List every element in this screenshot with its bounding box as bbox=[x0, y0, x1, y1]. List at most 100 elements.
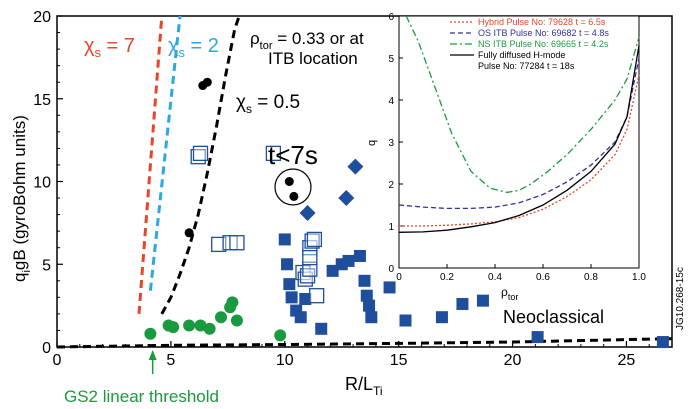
model-line-3 bbox=[56, 337, 673, 349]
gs2-threshold-marker bbox=[148, 350, 157, 374]
blue-square-point bbox=[315, 322, 328, 335]
blue-square-point bbox=[326, 264, 339, 277]
y-axis-label: qigB (gyroBohm units) bbox=[10, 115, 33, 282]
model-line-2 bbox=[160, 15, 241, 315]
inset-x-tick-label: 0.8 bbox=[584, 272, 598, 283]
inset-y-axis-label: q bbox=[366, 140, 378, 146]
y-tick-label: 20 bbox=[33, 9, 51, 26]
blue-open-square-point bbox=[229, 235, 245, 251]
x-tick-label: 10 bbox=[276, 352, 294, 369]
blue-square-point bbox=[456, 297, 469, 310]
legend-entry: NS ITB Pulse No: 69665 t = 4.2s bbox=[478, 39, 609, 49]
x-tick-label: 5 bbox=[166, 352, 175, 369]
rho-tor-label: ρtor = 0.33 or at bbox=[250, 29, 364, 52]
blue-diamond-point bbox=[338, 190, 355, 207]
t-lt-7s-label: t<7s bbox=[268, 140, 318, 170]
chi-05-rest: = 0.5 bbox=[252, 92, 300, 113]
legend-entry-line2: Pulse No: 77284 t = 18s bbox=[478, 61, 575, 71]
blue-open-square-point bbox=[304, 233, 320, 249]
model-line-1 bbox=[148, 15, 182, 291]
main-data-points bbox=[144, 77, 669, 349]
chi-7-label: χs = 7 bbox=[84, 35, 135, 60]
blue-square-point bbox=[342, 254, 355, 267]
blue-square-point bbox=[656, 336, 669, 349]
blue-square-point bbox=[435, 311, 448, 324]
blue-square-point bbox=[358, 274, 371, 287]
blue-open-square-point bbox=[309, 288, 325, 304]
blue-square-point bbox=[278, 233, 291, 246]
inset-q-profile-2 bbox=[405, 15, 640, 194]
green-circle-point bbox=[167, 321, 180, 334]
blue-open-square-point bbox=[302, 261, 318, 277]
x-tick-label: 15 bbox=[390, 352, 408, 369]
legend-entry: Fully diffused H-mode bbox=[478, 50, 565, 60]
blue-square-point bbox=[476, 294, 489, 307]
inset-y-tick-label: 5 bbox=[388, 54, 394, 65]
inset-q-profile-1 bbox=[398, 57, 640, 210]
blue-open-square-point bbox=[265, 145, 282, 162]
blue-square-point bbox=[383, 281, 396, 294]
x-axis-label-main: R/L bbox=[345, 374, 373, 394]
blue-square-point bbox=[531, 331, 544, 344]
inset-x-axis-label: ρtor bbox=[501, 285, 518, 302]
green-circle-point bbox=[226, 296, 239, 309]
green-circle-point bbox=[183, 319, 196, 332]
inset-x-axis-label-sub: tor bbox=[508, 292, 519, 302]
y-axis-label-sub: i bbox=[21, 270, 33, 272]
blue-square-point bbox=[399, 314, 412, 327]
inset-x-tick-label: 0.6 bbox=[536, 272, 550, 283]
blue-square-point bbox=[365, 311, 378, 324]
inset-background bbox=[399, 16, 639, 268]
chi-2-rest: = 2 bbox=[185, 35, 219, 57]
y-tick-label: 5 bbox=[42, 257, 51, 274]
blue-square-point bbox=[360, 289, 373, 302]
green-circle-point bbox=[194, 319, 207, 332]
blue-square-point bbox=[299, 293, 312, 306]
t-lt-7s-ring bbox=[274, 168, 312, 206]
blue-square-point bbox=[363, 299, 376, 312]
black-circle-point bbox=[284, 177, 294, 186]
y-axis-label-rest: gB (gyroBohm units) bbox=[10, 115, 29, 270]
blue-open-square-point bbox=[211, 236, 227, 253]
x-axis-label-sub: Ti bbox=[373, 384, 383, 398]
main-model-lines bbox=[56, 15, 673, 349]
chi-7-rest: = 7 bbox=[101, 35, 135, 57]
rho-rest: = 0.33 or at bbox=[273, 29, 364, 48]
blue-diamond-point bbox=[347, 158, 364, 175]
inset-y-tick-label: 1 bbox=[388, 222, 394, 233]
neoclassical-label: Neoclassical bbox=[503, 307, 604, 327]
blue-open-square-point bbox=[306, 231, 323, 248]
blue-diamond-point bbox=[299, 204, 316, 221]
rho-sub: tor bbox=[260, 40, 273, 52]
green-circle-point bbox=[215, 311, 227, 324]
y-tick-label: 0 bbox=[42, 340, 51, 357]
x-axis-label: R/LTi bbox=[345, 374, 383, 398]
figure-id-label: JG10.268-15c bbox=[675, 267, 686, 330]
inset-x-tick-label: 0 bbox=[396, 272, 402, 283]
chi-05-label: χs = 0.5 bbox=[236, 92, 300, 116]
chi-2-symbol: χ bbox=[168, 35, 179, 57]
model-line-0 bbox=[137, 15, 164, 315]
blue-square-point bbox=[283, 278, 296, 291]
y-tick-label: 10 bbox=[33, 175, 51, 192]
blue-open-square-point bbox=[192, 145, 209, 162]
chi-2-sub: s bbox=[179, 45, 186, 60]
blue-square-point bbox=[281, 258, 294, 271]
legend-entry: OS ITB Pulse No: 69682 t = 4.8s bbox=[478, 28, 609, 38]
itb-location-label: ITB location bbox=[268, 49, 358, 68]
blue-open-square-point bbox=[302, 249, 318, 266]
chi-2-label: χs = 2 bbox=[168, 35, 219, 60]
chi-05-symbol: χ bbox=[236, 92, 246, 113]
rho-symbol: ρ bbox=[250, 29, 260, 48]
blue-square-point bbox=[285, 291, 298, 304]
black-circle-point bbox=[289, 191, 299, 201]
black-circle-point bbox=[184, 228, 194, 238]
x-tick-label: 25 bbox=[618, 352, 636, 369]
inset-ticks: 0 0.2 0.4 0.6 0.8 1.0 0 1 2 3 4 5 6 bbox=[388, 12, 646, 283]
x-tick-label: 20 bbox=[504, 352, 522, 369]
y-axis-label-q: q bbox=[10, 273, 29, 282]
green-circle-point bbox=[144, 327, 157, 340]
inset-x-axis-label-main: ρ bbox=[501, 285, 508, 299]
